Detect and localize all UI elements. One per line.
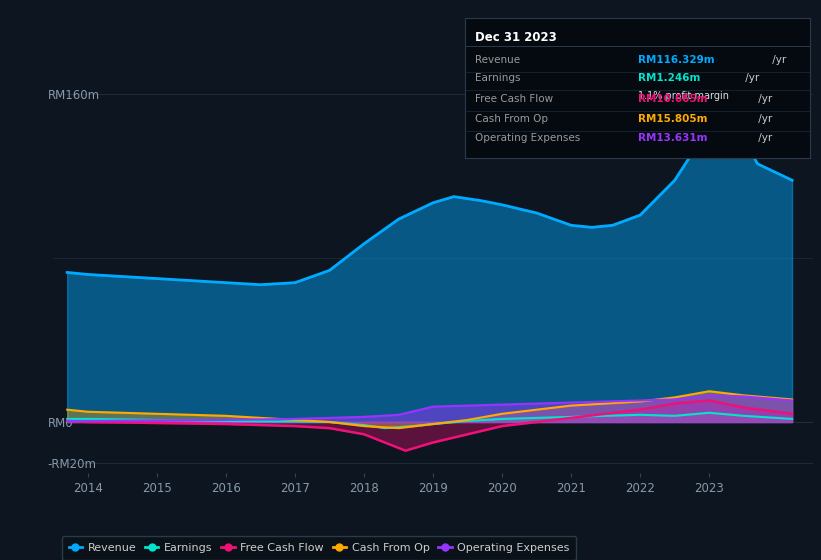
Text: /yr: /yr [755, 94, 773, 104]
Text: Dec 31 2023: Dec 31 2023 [475, 31, 557, 44]
Text: /yr: /yr [755, 114, 773, 124]
Text: Revenue: Revenue [475, 55, 521, 65]
Text: Free Cash Flow: Free Cash Flow [475, 94, 553, 104]
Text: RM13.631m: RM13.631m [637, 133, 707, 143]
Text: RM1.246m: RM1.246m [637, 73, 699, 83]
Text: /yr: /yr [742, 73, 759, 83]
Legend: Revenue, Earnings, Free Cash Flow, Cash From Op, Operating Expenses: Revenue, Earnings, Free Cash Flow, Cash … [62, 536, 576, 560]
Text: /yr: /yr [768, 55, 786, 65]
Text: RM15.805m: RM15.805m [637, 114, 707, 124]
Text: Cash From Op: Cash From Op [475, 114, 548, 124]
Text: RM10.665m: RM10.665m [637, 94, 707, 104]
Text: Operating Expenses: Operating Expenses [475, 133, 580, 143]
Text: Earnings: Earnings [475, 73, 521, 83]
Text: RM116.329m: RM116.329m [637, 55, 714, 65]
Text: 1.1% profit margin: 1.1% profit margin [637, 91, 728, 101]
Text: /yr: /yr [755, 133, 773, 143]
